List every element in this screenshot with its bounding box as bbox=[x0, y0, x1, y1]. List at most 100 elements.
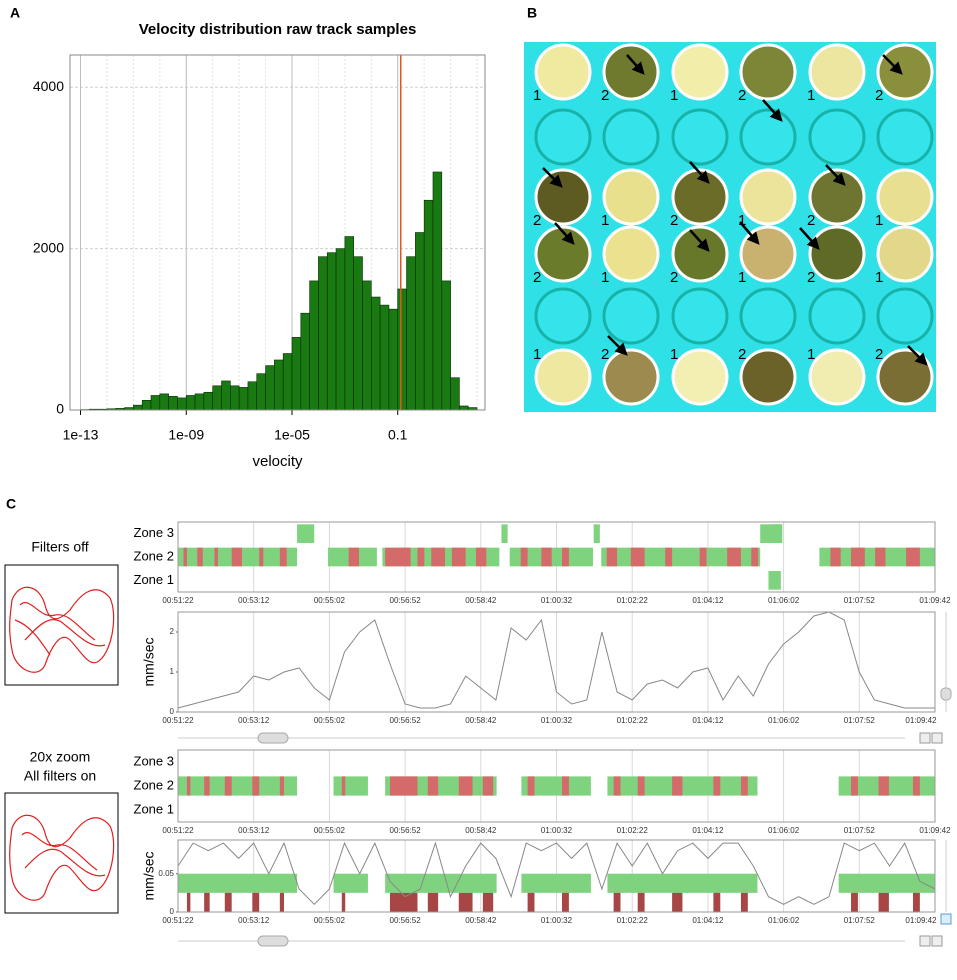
bar bbox=[336, 249, 345, 410]
motion-segment bbox=[187, 776, 190, 795]
bar bbox=[160, 394, 169, 410]
bar bbox=[301, 313, 310, 410]
zone-segment bbox=[334, 776, 368, 795]
threshold-band bbox=[607, 874, 757, 893]
well bbox=[878, 227, 932, 281]
motion-segment bbox=[638, 776, 645, 795]
bar bbox=[169, 396, 178, 410]
scroll-button[interactable] bbox=[941, 914, 951, 924]
x-tick-label: 01:07:52 bbox=[844, 916, 876, 925]
bar bbox=[204, 392, 213, 410]
well-label: 2 bbox=[738, 346, 746, 363]
x-tick-label: 00:58:42 bbox=[465, 716, 497, 725]
bar bbox=[415, 233, 424, 411]
motion-segment bbox=[614, 776, 621, 795]
motion-segment bbox=[452, 548, 466, 567]
x-tick-label: 01:00:32 bbox=[541, 826, 573, 835]
bar bbox=[451, 378, 460, 410]
y-category-label: Zone 3 bbox=[134, 525, 174, 540]
bar bbox=[283, 354, 292, 410]
x-tick-label: 00:51:22 bbox=[162, 916, 194, 925]
y-tick-label: 4000 bbox=[33, 78, 64, 94]
bar bbox=[345, 237, 354, 410]
trajectory-thumbnail bbox=[5, 565, 118, 913]
motion-segment bbox=[385, 548, 410, 567]
motion-segment bbox=[700, 548, 707, 567]
well-label: 1 bbox=[807, 87, 815, 104]
threshold-band bbox=[741, 893, 748, 912]
x-tick-label: 01:04:12 bbox=[692, 826, 724, 835]
empty-well bbox=[810, 110, 864, 164]
threshold-band bbox=[459, 893, 473, 912]
bar bbox=[310, 281, 319, 410]
x-tick-label: 1e-09 bbox=[168, 427, 204, 443]
motion-segment bbox=[280, 776, 284, 795]
well bbox=[810, 45, 864, 99]
well-label: 1 bbox=[807, 346, 815, 363]
x-tick-label: 01:04:12 bbox=[692, 596, 724, 605]
scroll-thumb[interactable] bbox=[258, 936, 288, 946]
bar bbox=[248, 382, 257, 410]
y-category-label: Zone 2 bbox=[134, 777, 174, 792]
motion-segment bbox=[541, 548, 551, 567]
threshold-band bbox=[562, 893, 569, 912]
chart-title: Velocity distribution raw track samples bbox=[139, 21, 417, 38]
threshold-band bbox=[178, 874, 297, 893]
scroll-button[interactable] bbox=[932, 733, 942, 743]
empty-well bbox=[810, 289, 864, 343]
well-label: 2 bbox=[807, 269, 815, 286]
bar bbox=[195, 394, 204, 410]
threshold-band bbox=[672, 893, 682, 912]
x-tick-label: 1e-05 bbox=[274, 427, 310, 443]
scroll-thumb[interactable] bbox=[258, 733, 288, 743]
x-tick-label: 01:09:42 bbox=[905, 716, 937, 725]
well-label: 1 bbox=[670, 346, 678, 363]
motion-segment bbox=[476, 548, 486, 567]
condition-label: All filters on bbox=[24, 768, 96, 784]
x-tick-label: 00:55:02 bbox=[314, 596, 346, 605]
y-tick-label: 0.05 bbox=[158, 869, 174, 878]
zone-segment bbox=[501, 524, 507, 543]
well-label: 2 bbox=[533, 212, 541, 229]
scroll-button[interactable] bbox=[932, 936, 942, 946]
y-category-label: Zone 1 bbox=[134, 801, 174, 816]
well bbox=[878, 170, 932, 224]
x-tick-label: 01:06:02 bbox=[768, 716, 800, 725]
motion-segment bbox=[607, 548, 617, 567]
bar bbox=[133, 405, 142, 410]
bar bbox=[389, 309, 398, 410]
motion-segment bbox=[830, 548, 840, 567]
panel-label: C bbox=[6, 496, 16, 512]
motion-segment bbox=[751, 548, 758, 567]
motion-segment bbox=[197, 548, 203, 567]
x-tick-label: 00:58:42 bbox=[465, 596, 497, 605]
motion-segment bbox=[417, 548, 424, 567]
empty-well bbox=[604, 289, 658, 343]
motion-segment bbox=[259, 548, 263, 567]
well-label: 2 bbox=[601, 87, 609, 104]
x-tick-label: 00:51:22 bbox=[162, 596, 194, 605]
motion-segment bbox=[879, 776, 889, 795]
y-tick-label: 0 bbox=[170, 907, 175, 916]
x-tick-label: 00:55:02 bbox=[314, 826, 346, 835]
bar bbox=[318, 257, 327, 410]
x-tick-label: 01:02:22 bbox=[617, 916, 649, 925]
well-label: 2 bbox=[670, 269, 678, 286]
scroll-button[interactable] bbox=[920, 936, 930, 946]
motion-segment bbox=[390, 776, 418, 795]
condition-label: Filters off bbox=[31, 539, 88, 555]
bar bbox=[380, 305, 389, 410]
scroll-thumb[interactable] bbox=[941, 688, 951, 700]
x-tick-label: 01:00:32 bbox=[541, 916, 573, 925]
scroll-button[interactable] bbox=[920, 733, 930, 743]
bar bbox=[442, 281, 451, 410]
well bbox=[741, 45, 795, 99]
bar bbox=[433, 172, 442, 410]
bar bbox=[257, 374, 266, 410]
motion-segment bbox=[713, 776, 720, 795]
x-tick-label: 01:02:22 bbox=[617, 596, 649, 605]
x-tick-label: 01:07:52 bbox=[844, 596, 876, 605]
x-tick-label: 00:58:42 bbox=[465, 826, 497, 835]
motion-segment bbox=[913, 776, 920, 795]
x-tick-label: 00:53:12 bbox=[238, 716, 270, 725]
